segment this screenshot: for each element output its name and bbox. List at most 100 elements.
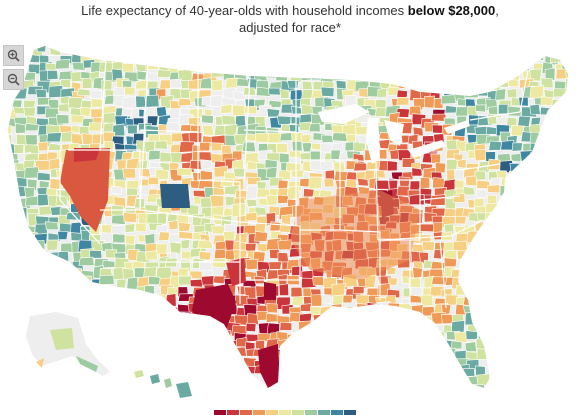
county-cell[interactable]	[465, 330, 478, 340]
county-cell[interactable]	[529, 103, 541, 115]
county-cell[interactable]	[101, 384, 117, 395]
county-cell[interactable]	[467, 68, 479, 77]
county-cell[interactable]	[319, 70, 334, 83]
county-cell[interactable]	[485, 261, 501, 272]
county-cell[interactable]	[92, 314, 105, 324]
county-cell[interactable]	[236, 78, 249, 87]
county-cell[interactable]	[46, 276, 58, 287]
county-cell[interactable]	[564, 212, 577, 227]
county-cell[interactable]	[533, 46, 547, 55]
county-cell[interactable]	[542, 275, 556, 288]
county-cell[interactable]	[554, 375, 569, 388]
county-cell[interactable]	[154, 293, 169, 306]
county-cell[interactable]	[564, 297, 576, 308]
county-cell[interactable]	[290, 382, 307, 395]
county-cell[interactable]	[544, 330, 558, 341]
county-cell[interactable]	[81, 77, 93, 89]
county-cell[interactable]	[379, 360, 395, 373]
county-cell[interactable]	[49, 46, 62, 56]
county-cell[interactable]	[57, 230, 69, 240]
county-cell[interactable]	[126, 276, 139, 291]
county-cell[interactable]	[543, 305, 557, 314]
county-cell[interactable]	[69, 278, 86, 290]
county-cell[interactable]	[248, 387, 264, 396]
county-cell[interactable]	[136, 296, 148, 307]
county-cell[interactable]	[343, 338, 359, 349]
county-cell[interactable]	[419, 59, 434, 72]
county-cell[interactable]	[343, 43, 355, 57]
county-cell[interactable]	[517, 115, 531, 128]
county-cell[interactable]	[220, 385, 238, 398]
county-cell[interactable]	[111, 356, 128, 368]
county-cell[interactable]	[255, 285, 266, 298]
county-cell[interactable]	[308, 122, 321, 133]
county-cell[interactable]	[78, 256, 95, 266]
county-cell[interactable]	[124, 223, 136, 233]
county-cell[interactable]	[116, 374, 131, 383]
county-cell[interactable]	[495, 376, 509, 390]
county-cell[interactable]	[296, 367, 312, 377]
county-cell[interactable]	[144, 94, 160, 108]
county-cell[interactable]	[462, 186, 476, 196]
county-cell[interactable]	[103, 42, 116, 55]
county-cell[interactable]	[522, 339, 536, 349]
county-cell[interactable]	[412, 359, 425, 372]
county-cell[interactable]	[245, 322, 257, 333]
county-cell[interactable]	[321, 339, 335, 353]
county-cell[interactable]	[463, 305, 475, 314]
county-cell[interactable]	[211, 359, 224, 369]
county-cell[interactable]	[24, 134, 38, 146]
county-cell[interactable]	[26, 304, 40, 316]
county-cell[interactable]	[468, 212, 480, 222]
county-cell[interactable]	[566, 175, 577, 187]
county-cell[interactable]	[330, 303, 343, 317]
county-cell[interactable]	[541, 152, 552, 166]
county-cell[interactable]	[554, 249, 566, 259]
county-cell[interactable]	[198, 365, 213, 375]
county-cell[interactable]	[286, 333, 300, 345]
county-cell[interactable]	[342, 294, 354, 304]
county-cell[interactable]	[285, 63, 302, 75]
county-cell[interactable]	[429, 59, 443, 69]
county-cell[interactable]	[478, 242, 491, 251]
county-cell[interactable]	[450, 340, 463, 350]
county-cell[interactable]	[88, 249, 103, 259]
county-cell[interactable]	[529, 151, 544, 162]
county-cell[interactable]	[499, 304, 515, 316]
county-cell[interactable]	[442, 366, 454, 376]
county-cell[interactable]	[553, 330, 565, 343]
county-cell[interactable]	[490, 53, 501, 65]
county-cell[interactable]	[353, 142, 367, 153]
county-cell[interactable]	[301, 339, 316, 353]
county-cell[interactable]	[102, 112, 117, 124]
county-cell[interactable]	[441, 303, 452, 316]
county-cell[interactable]	[146, 115, 159, 126]
county-cell[interactable]	[522, 265, 536, 277]
county-cell[interactable]	[197, 239, 214, 249]
county-cell[interactable]	[275, 69, 288, 82]
county-cell[interactable]	[245, 212, 259, 222]
county-cell[interactable]	[420, 77, 437, 87]
county-cell[interactable]	[544, 233, 556, 247]
county-cell[interactable]	[100, 303, 117, 316]
county-cell[interactable]	[2, 133, 13, 146]
county-cell[interactable]	[399, 320, 413, 331]
county-cell[interactable]	[411, 323, 426, 335]
county-cell[interactable]	[57, 283, 73, 297]
county-cell[interactable]	[398, 330, 413, 341]
county-cell[interactable]	[323, 315, 338, 328]
county-cell[interactable]	[14, 269, 27, 280]
county-cell[interactable]	[375, 382, 391, 395]
county-cell[interactable]	[188, 333, 199, 344]
county-cell[interactable]	[353, 162, 368, 172]
county-cell[interactable]	[15, 260, 32, 271]
county-cell[interactable]	[58, 270, 74, 282]
county-cell[interactable]	[500, 204, 515, 216]
county-cell[interactable]	[522, 260, 537, 272]
county-cell[interactable]	[166, 328, 178, 338]
county-cell[interactable]	[126, 382, 142, 392]
county-cell[interactable]	[484, 42, 496, 55]
county-cell[interactable]	[429, 50, 443, 65]
county-cell[interactable]	[540, 96, 554, 106]
